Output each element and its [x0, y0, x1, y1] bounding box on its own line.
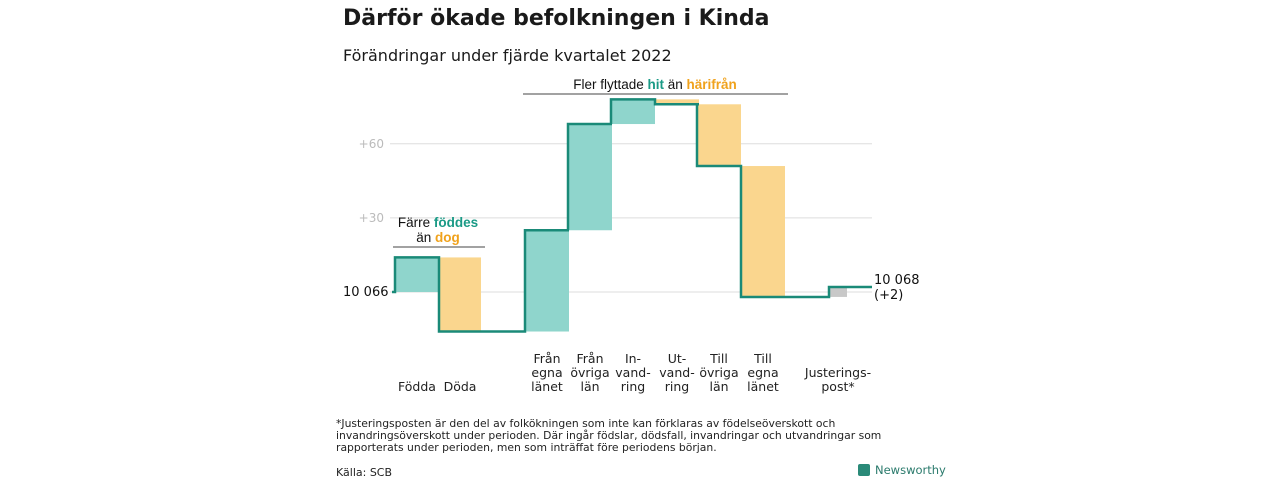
- bars: [395, 99, 847, 332]
- running-total-path: [392, 98, 872, 333]
- annotation-left-line1: Färre: [398, 215, 434, 230]
- y-tick-label: +30: [359, 211, 384, 225]
- annotation-left-highlight1: föddes: [434, 215, 478, 230]
- bar: [395, 257, 439, 292]
- y-tick-label: +60: [359, 137, 384, 151]
- annotation-births-deaths: Färre föddes än dog: [393, 215, 485, 248]
- bar: [697, 104, 741, 167]
- brand-name: Newsworthy: [875, 463, 946, 477]
- bar: [655, 99, 699, 105]
- category-label: Från: [533, 351, 560, 366]
- bar: [439, 257, 481, 332]
- category-label: post*: [821, 379, 854, 394]
- category-label: Justerings-: [804, 365, 871, 380]
- start-value-label: 10 066: [343, 285, 389, 300]
- bar: [568, 124, 612, 231]
- category-label: egna: [747, 365, 778, 380]
- footnote: *Justeringsposten är den del av folkökni…: [336, 417, 882, 454]
- category-label: länet: [531, 379, 563, 394]
- newsworthy-icon: [858, 464, 870, 476]
- svg-text:Fler flyttade hit än härifrån: Fler flyttade hit än härifrån: [573, 77, 737, 92]
- category-label: övriga: [570, 365, 609, 380]
- chart-subtitle: Förändringar under fjärde kvartalet 2022: [343, 46, 672, 65]
- category-label: övriga: [699, 365, 738, 380]
- category-labels: Födda DödaFrånegnalänetFrånövrigalänIn-va…: [398, 351, 871, 394]
- gridlines: +30 +60: [359, 137, 872, 293]
- category-label: Födda: [398, 379, 436, 394]
- category-label: egna: [531, 365, 562, 380]
- category-label: Från: [576, 351, 603, 366]
- annotation-top-middle: än: [664, 77, 687, 92]
- category-label: Till: [753, 351, 772, 366]
- bar: [829, 287, 847, 297]
- category-label: länet: [747, 379, 779, 394]
- running-total-line: [392, 98, 872, 333]
- category-label: In-: [625, 351, 641, 366]
- svg-text:än dog: än dog: [416, 230, 460, 245]
- bar: [525, 230, 569, 332]
- waterfall-chart: +30+60 Födda DödaFrånegnalänetFrånövrigal…: [343, 77, 920, 394]
- svg-text:Färre föddes: Färre föddes: [398, 215, 478, 230]
- category-label: Döda: [444, 379, 477, 394]
- annotation-top-prefix: Fler flyttade: [573, 77, 647, 92]
- category-label: län: [580, 379, 599, 394]
- annotation-left-highlight2: dog: [435, 230, 460, 245]
- category-label: ring: [621, 379, 645, 394]
- category-label: vand-: [659, 365, 694, 380]
- annotation-migration: Fler flyttade hit än härifrån: [523, 77, 788, 95]
- bar: [611, 99, 655, 125]
- annotation-left-line2: än: [416, 230, 435, 245]
- chart-title: Därför ökade befolkningen i Kinda: [343, 6, 770, 31]
- source-label: Källa: SCB: [336, 466, 393, 479]
- category-label: Ut-: [668, 351, 687, 366]
- category-label: län: [709, 379, 728, 394]
- category-label: vand-: [615, 365, 650, 380]
- end-value-label: 10 068: [874, 273, 920, 288]
- category-label: ring: [665, 379, 689, 394]
- brand-logo: Newsworthy: [858, 463, 946, 477]
- category-label: Till: [709, 351, 728, 366]
- annotation-top-highlight2: härifrån: [687, 77, 737, 92]
- bar: [741, 166, 785, 297]
- end-change-label: (+2): [874, 288, 903, 303]
- annotation-top-highlight1: hit: [647, 77, 664, 92]
